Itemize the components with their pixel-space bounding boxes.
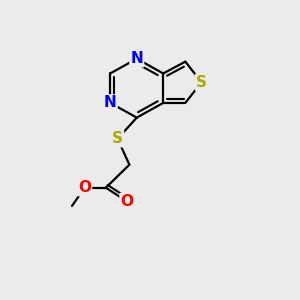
Text: O: O (78, 180, 91, 195)
Text: S: S (112, 131, 123, 146)
Text: O: O (121, 194, 134, 209)
Text: N: N (130, 51, 143, 66)
Text: N: N (104, 95, 117, 110)
Text: S: S (196, 75, 207, 90)
